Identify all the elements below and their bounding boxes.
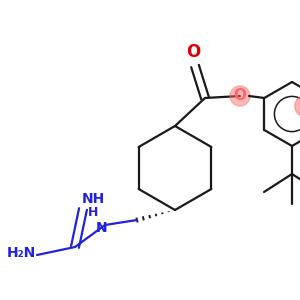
Text: O: O — [233, 88, 247, 104]
Text: N: N — [96, 221, 108, 235]
Text: H: H — [88, 206, 98, 220]
Circle shape — [295, 95, 300, 117]
Text: H₂N: H₂N — [6, 246, 36, 260]
Text: NH: NH — [81, 192, 105, 206]
Text: O: O — [186, 43, 200, 61]
Circle shape — [230, 86, 250, 106]
